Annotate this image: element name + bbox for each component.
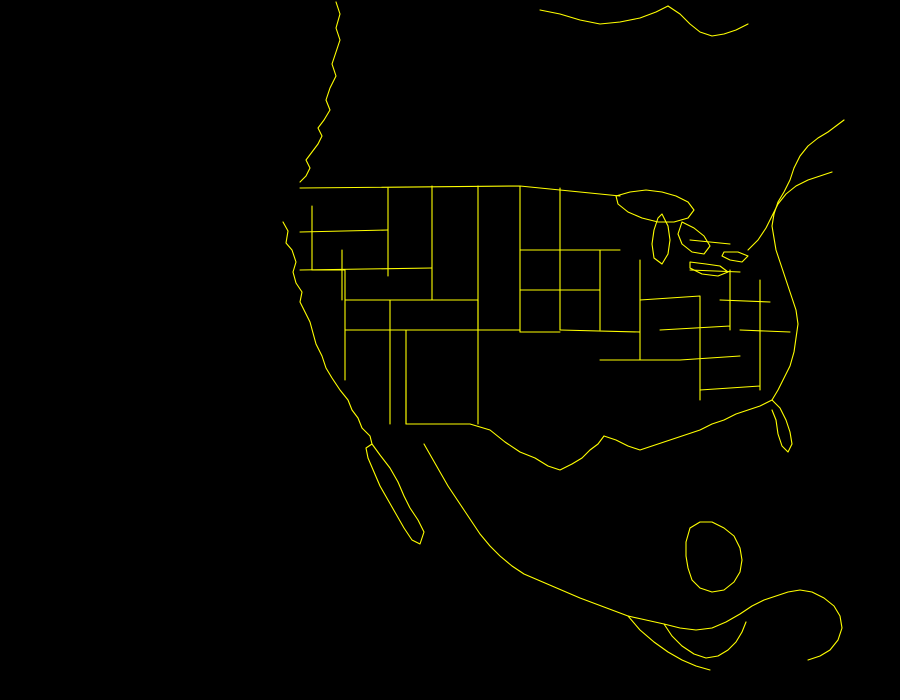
satellite-water-vapor-image: [57, 0, 850, 596]
border-central-america: [663, 621, 747, 659]
coastline-central-america: [627, 589, 843, 661]
satellite-imagery-panel: [57, 0, 850, 596]
pwv-colorbar-legend: [0, 292, 56, 612]
coastline-pacific-ca: [627, 615, 711, 671]
